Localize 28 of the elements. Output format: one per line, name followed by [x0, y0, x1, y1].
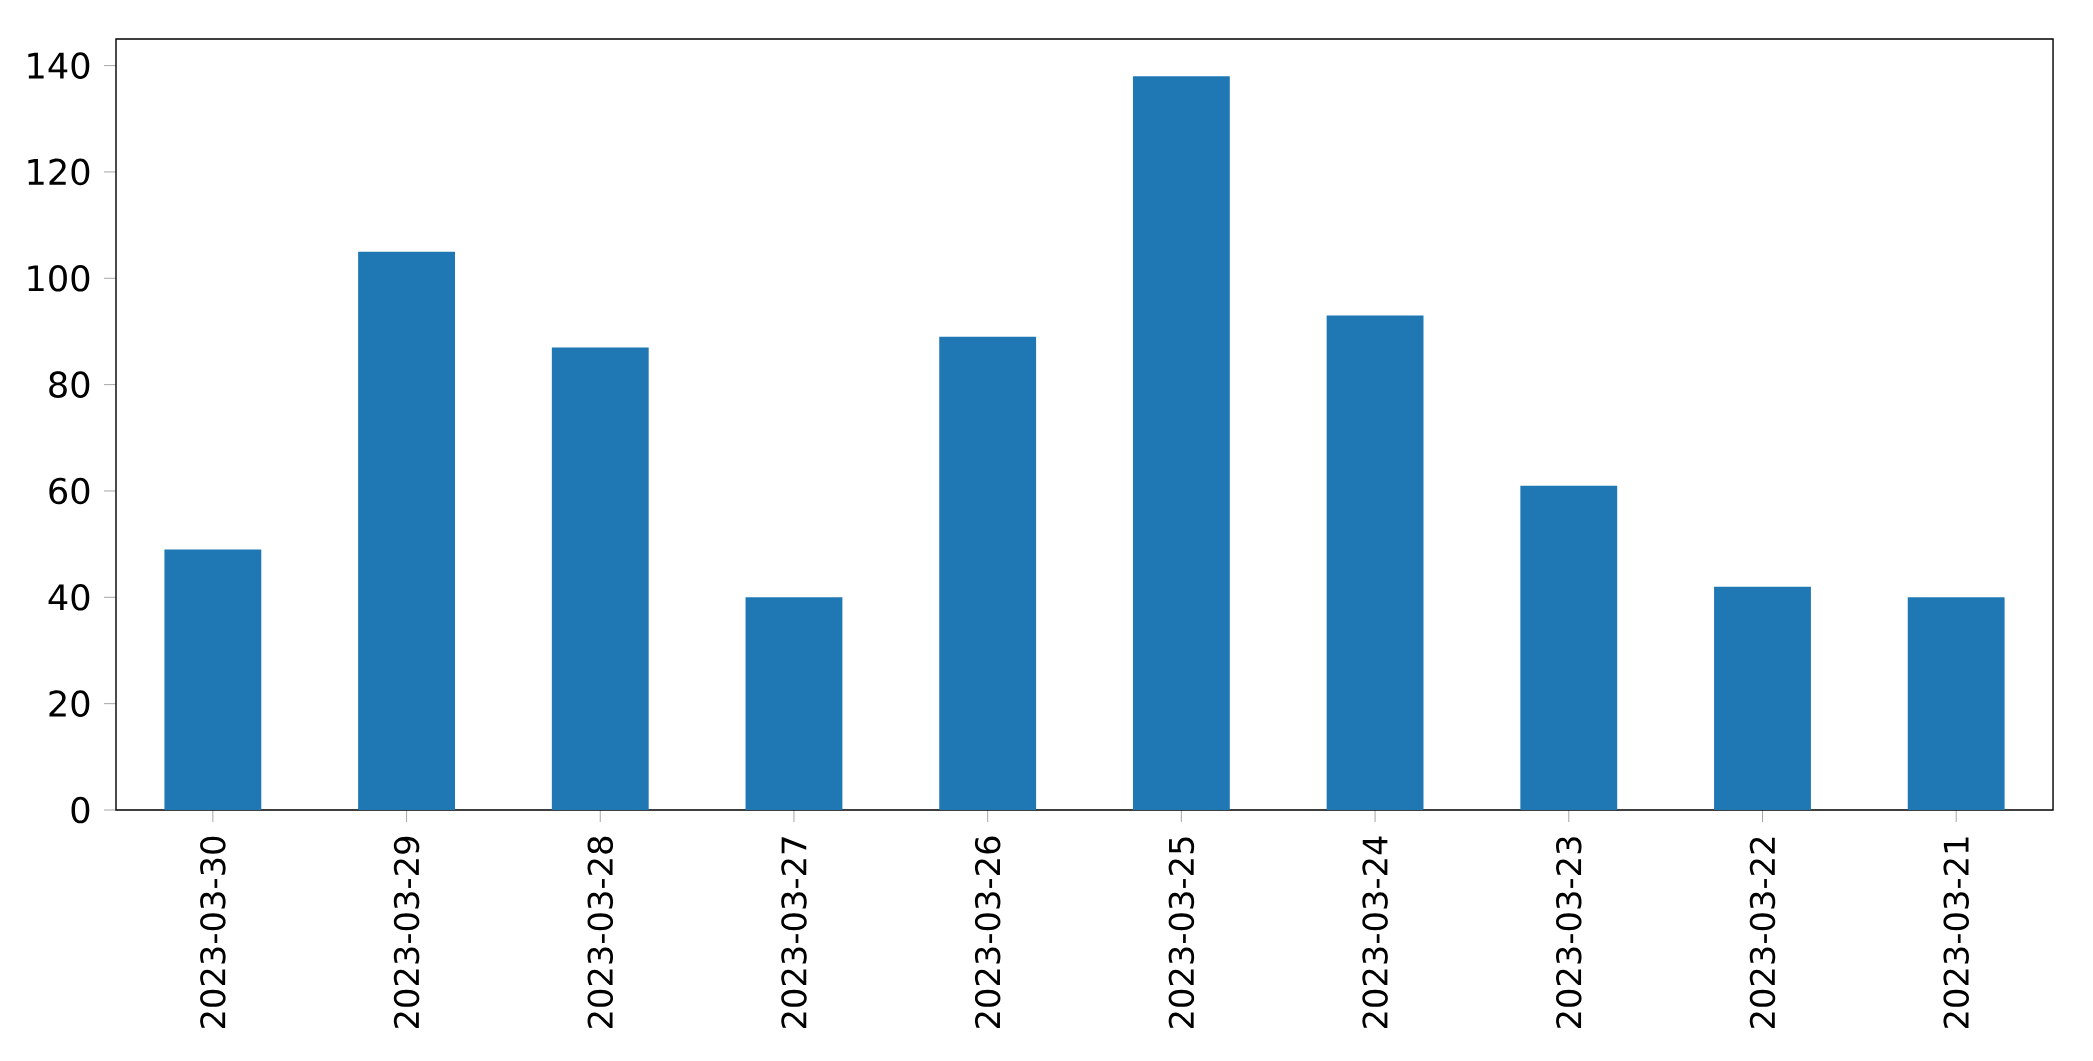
x-tick-label: 2023-03-24: [1362, 836, 1388, 1029]
y-tick-label: 40: [48, 583, 90, 611]
bar: [358, 251, 455, 811]
bar: [1520, 485, 1618, 811]
bar: [939, 336, 1037, 811]
y-tick-label: 140: [28, 52, 90, 79]
x-tick-label: 2023-03-23: [1556, 837, 1582, 1029]
x-tick-label: 2023-03-28: [587, 836, 614, 1029]
x-tick-label: 2023-03-30: [200, 836, 226, 1029]
bar: [1326, 315, 1424, 811]
bar: [1132, 76, 1230, 811]
x-tick-label: 2023-03-22: [1749, 837, 1776, 1029]
x-tick-label: 2023-03-21: [1943, 837, 1969, 1029]
bar: [1907, 597, 2005, 811]
bar: [164, 549, 262, 811]
bar: [745, 597, 843, 811]
x-tick-label: 2023-03-26: [974, 836, 1001, 1029]
y-tick-label: 120: [28, 158, 90, 186]
y-tick-label: 100: [28, 264, 90, 292]
x-tick-label: 2023-03-25: [1168, 837, 1195, 1029]
y-tick-label: 0: [71, 796, 90, 824]
x-tick-label: 2023-03-27: [781, 837, 807, 1029]
x-tick-label: 2023-03-29: [393, 836, 420, 1029]
y-tick-label: 60: [49, 477, 90, 505]
y-tick-label: 20: [49, 690, 90, 717]
y-tick-label: 80: [49, 371, 90, 398]
bar: [551, 347, 649, 811]
bar: [1714, 586, 1811, 811]
